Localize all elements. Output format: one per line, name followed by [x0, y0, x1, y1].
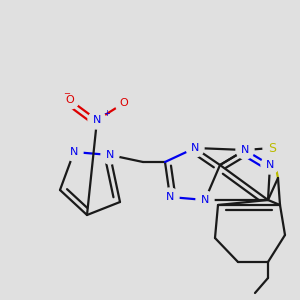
Circle shape	[196, 191, 214, 209]
Circle shape	[186, 139, 204, 157]
Text: +: +	[103, 109, 110, 118]
Text: N: N	[166, 192, 174, 202]
Text: N: N	[201, 195, 209, 205]
Text: N: N	[70, 147, 78, 157]
Circle shape	[65, 143, 83, 161]
Circle shape	[88, 111, 106, 129]
Text: −: −	[63, 89, 70, 98]
Circle shape	[115, 94, 133, 112]
Text: N: N	[191, 143, 199, 153]
Circle shape	[161, 188, 179, 206]
Circle shape	[236, 141, 254, 159]
Text: O: O	[120, 98, 128, 108]
Text: N: N	[266, 160, 274, 170]
Text: O: O	[66, 95, 74, 105]
Circle shape	[261, 156, 279, 174]
Text: N: N	[93, 115, 101, 125]
Text: S: S	[268, 142, 276, 154]
Circle shape	[61, 91, 79, 109]
Circle shape	[263, 139, 281, 157]
Circle shape	[101, 146, 119, 164]
Text: N: N	[106, 150, 114, 160]
Text: N: N	[241, 145, 249, 155]
